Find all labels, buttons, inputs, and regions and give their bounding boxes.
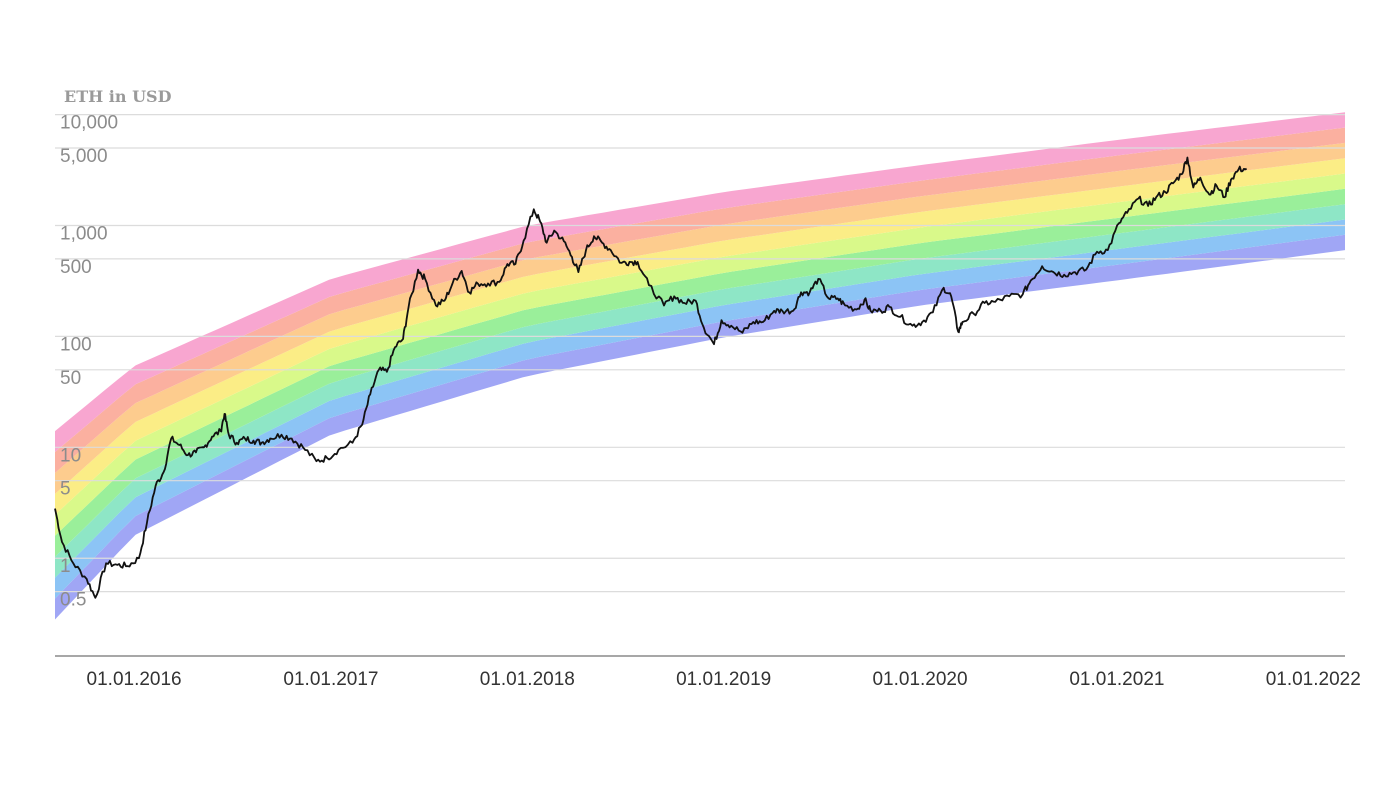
y-tick-label: 5,000 — [60, 146, 108, 167]
x-tick-label: 01.01.2022 — [1266, 669, 1361, 690]
rainbow-band-1 — [55, 234, 1345, 620]
x-tick-label: 01.01.2017 — [283, 669, 378, 690]
x-tick-label: 01.01.2021 — [1069, 669, 1164, 690]
rainbow-bands — [55, 112, 1345, 620]
y-tick-labels: 10,000 5,000 1,000 500 100 50 10 5 1 0.5 — [60, 113, 118, 611]
y-tick-label: 500 — [60, 257, 92, 278]
y-axis-title: ETH in USD — [64, 87, 172, 106]
x-tick-label: 01.01.2018 — [480, 669, 575, 690]
y-tick-label: 1 — [60, 556, 71, 577]
y-tick-label: 10 — [60, 445, 81, 466]
eth-price-line — [54, 156, 1248, 599]
y-tick-label: 100 — [60, 334, 92, 355]
y-tick-label: 50 — [60, 368, 81, 389]
y-gridlines — [55, 113, 1345, 593]
x-tick-labels: 01.01.2016 01.01.2017 01.01.2018 01.01.2019… — [87, 669, 1361, 690]
rainbow-band-2 — [55, 219, 1345, 599]
y-tick-label: 5 — [60, 479, 71, 500]
y-tick-label: 0.5 — [60, 590, 86, 611]
y-tick-label: 10,000 — [60, 113, 118, 134]
y-tick-label: 1,000 — [60, 223, 108, 244]
x-tick-label: 01.01.2020 — [872, 669, 967, 690]
x-tick-label: 01.01.2016 — [87, 669, 182, 690]
x-tick-label: 01.01.2019 — [676, 669, 771, 690]
